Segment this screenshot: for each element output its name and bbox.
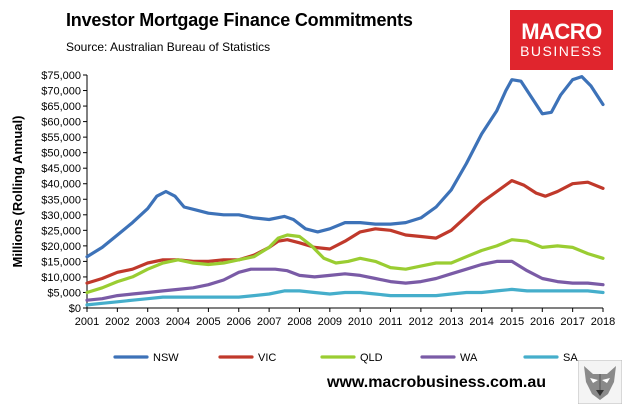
y-tick-label: $60,000	[41, 117, 81, 129]
chart-axes: $0 $5,000 $10,000 $15,000 $20,000 $25,000 $30,…	[10, 70, 615, 328]
x-tick-label: 2012	[409, 316, 433, 328]
y-axis-label: Millions (Rolling Annual)	[10, 116, 25, 268]
legend-label-nsw: NSW	[153, 352, 179, 364]
y-tick-label: $45,000	[41, 163, 81, 175]
x-tick-label: 2003	[135, 316, 159, 328]
y-tick-label: $25,000	[41, 225, 81, 237]
x-tick-label: 2015	[500, 316, 524, 328]
x-tick-label: 2010	[348, 316, 372, 328]
x-tick-label: 2011	[379, 316, 403, 328]
wolf-icon	[578, 360, 622, 404]
series-line-sa	[85, 287, 605, 307]
website-url[interactable]: www.macrobusiness.com.au	[327, 374, 547, 391]
y-tick-label: $70,000	[41, 86, 81, 98]
x-tick-label: 2009	[318, 316, 342, 328]
logo-line-2: BUSINESS	[520, 43, 603, 59]
y-tick-label: $50,000	[41, 148, 81, 160]
logo-line-1: MACRO	[521, 19, 602, 44]
x-tick-label: 2002	[105, 316, 129, 328]
series-line-vic	[85, 179, 605, 285]
y-tick-label: $20,000	[41, 241, 81, 253]
x-tick-label: 2004	[166, 316, 190, 328]
macrobusiness-logo: MACRO BUSINESS	[510, 10, 613, 70]
x-tick-label: 2008	[287, 316, 311, 328]
x-tick-label: 2016	[530, 316, 554, 328]
legend-label-wa: WA	[460, 352, 478, 364]
chart-subtitle: Source: Australian Bureau of Statistics	[66, 40, 271, 54]
y-tick-label: $55,000	[41, 132, 81, 144]
x-tick-label: 2007	[257, 316, 281, 328]
y-tick-label: $65,000	[41, 101, 81, 113]
x-tick-label: 2005	[196, 316, 220, 328]
x-tick-label: 2006	[227, 316, 251, 328]
series-line-qld	[85, 233, 605, 295]
x-tick-label: 2014	[469, 316, 493, 328]
legend-label-qld: QLD	[360, 352, 383, 364]
legend-label-sa: SA	[563, 352, 578, 364]
x-tick-label: 2018	[591, 316, 615, 328]
y-tick-label: $30,000	[41, 210, 81, 222]
x-tick-label: 2001	[75, 316, 99, 328]
y-tick-label: $35,000	[41, 194, 81, 206]
chart-series	[85, 74, 605, 307]
y-tick-label: $0	[69, 303, 81, 315]
y-tick-label: $40,000	[41, 179, 81, 191]
legend-label-vic: VIC	[258, 352, 276, 364]
x-tick-label: 2013	[439, 316, 463, 328]
y-tick-label: $10,000	[41, 272, 81, 284]
y-tick-label: $5,000	[47, 287, 81, 299]
y-tick-label: $15,000	[41, 256, 81, 268]
x-tick-label: 2017	[560, 316, 584, 328]
series-line-nsw	[85, 74, 605, 259]
chart-legend: NSW VIC QLD WA SA	[113, 352, 578, 364]
y-tick-label: $75,000	[41, 70, 81, 82]
series-line-wa	[85, 259, 605, 302]
chart-title: Investor Mortgage Finance Commitments	[66, 10, 413, 30]
